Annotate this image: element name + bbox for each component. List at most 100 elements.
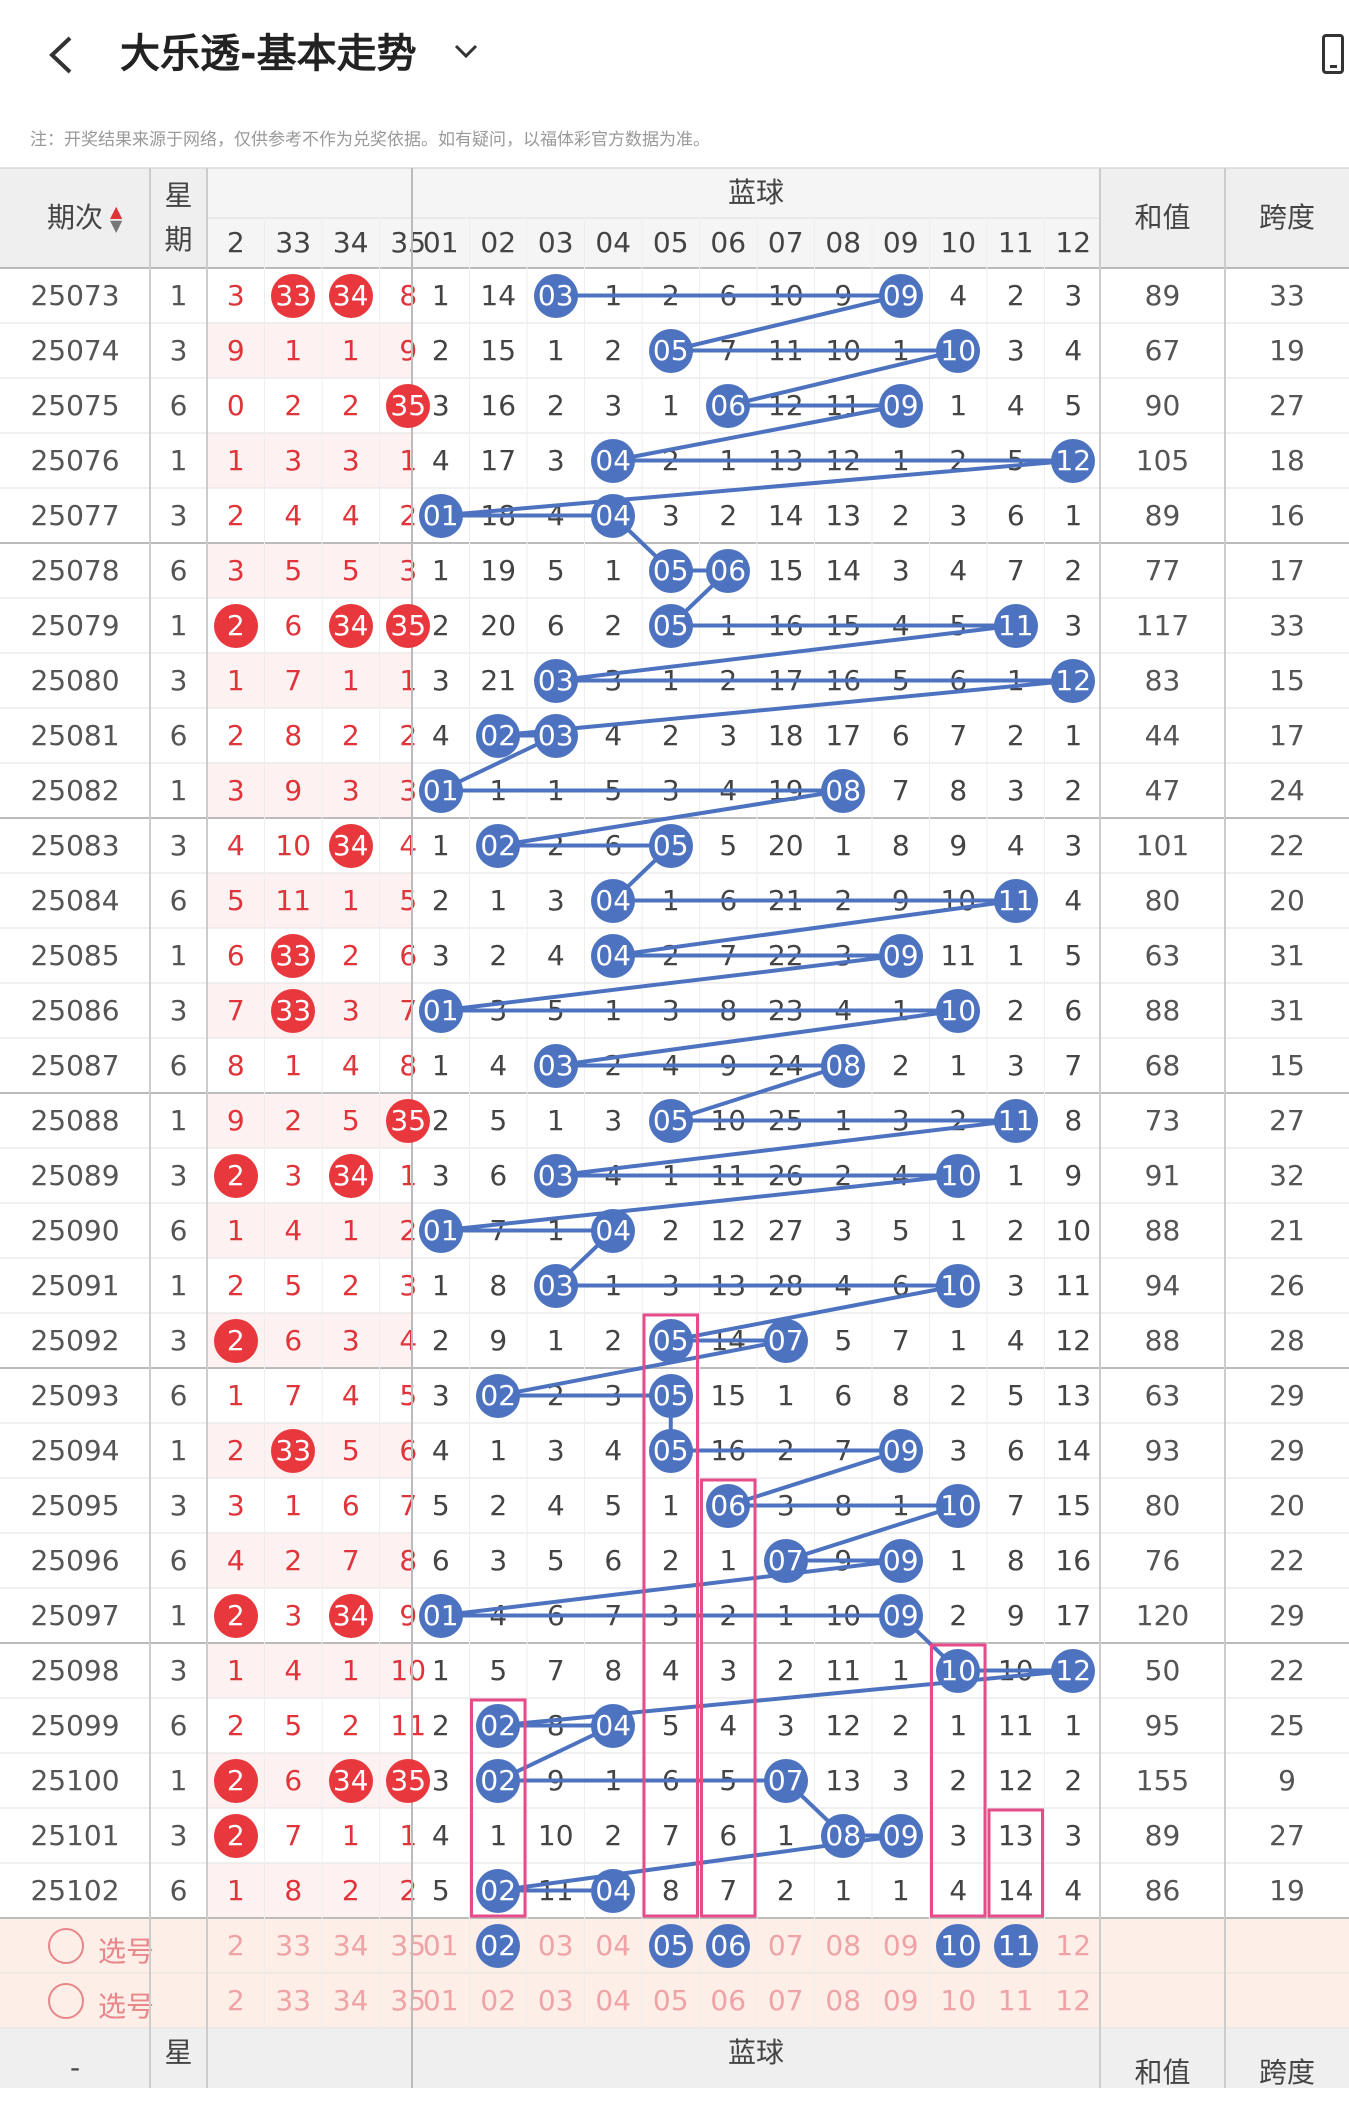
red-miss-cell: 4 [284, 1653, 303, 1687]
red-miss-cell: 0 [226, 388, 245, 422]
select-blue-option[interactable]: 01 [422, 1983, 459, 2017]
chevron-down-icon[interactable] [452, 36, 480, 66]
sort-icon[interactable]: ▼ [110, 216, 123, 235]
blue-miss-cell: 3 [891, 1763, 910, 1797]
sum-cell: 76 [1144, 1543, 1181, 1577]
span-cell: 21 [1269, 1213, 1305, 1247]
header-issue[interactable]: 期次 [46, 201, 103, 234]
blue-miss-cell: 3 [431, 1763, 450, 1797]
red-zebra-bg [207, 1533, 412, 1588]
select-blue-option[interactable]: 11 [997, 1983, 1034, 2017]
blue-miss-cell: 18 [767, 718, 804, 752]
blue-ball: 03 [533, 1153, 578, 1198]
select-radio[interactable] [48, 1983, 84, 2019]
blue-miss-cell: 3 [1064, 828, 1083, 862]
blue-miss-cell: 10 [1055, 1213, 1092, 1247]
blue-ball: 04 [591, 1868, 636, 1913]
blue-miss-cell: 14 [1055, 1433, 1092, 1467]
footer-header-issue: - [69, 2051, 81, 2084]
span-cell: 31 [1269, 938, 1305, 972]
select-blue-option[interactable]: 10 [940, 1983, 977, 2017]
sum-cell: 50 [1144, 1653, 1181, 1687]
select-red-option[interactable]: 34 [332, 1983, 369, 2017]
select-radio[interactable] [48, 1928, 84, 1964]
back-chevron-left-icon[interactable] [40, 30, 84, 80]
week-cell: 3 [169, 498, 188, 532]
select-red-option[interactable]: 33 [275, 1983, 312, 2017]
select-label[interactable]: 选号 [98, 1990, 155, 2023]
red-miss-cell: 11 [275, 883, 312, 917]
select-blue-option[interactable]: 12 [1055, 1983, 1092, 2017]
blue-miss-cell: 1 [949, 1213, 968, 1247]
blue-miss-cell: 19 [480, 553, 517, 587]
span-cell: 15 [1269, 663, 1305, 697]
blue-ball: 01 [418, 493, 463, 538]
blue-miss-cell: 3 [834, 1213, 853, 1247]
blue-miss-cell: 14 [997, 1873, 1034, 1907]
select-blue-option[interactable]: 04 [595, 1983, 632, 2017]
select-blue-option[interactable]: 09 [882, 1928, 919, 1962]
select-blue-picked[interactable]: 11 [993, 1923, 1038, 1968]
blue-ball: 04 [591, 878, 636, 923]
blue-miss-cell: 14 [480, 278, 517, 312]
issue-cell: 25073 [30, 278, 120, 312]
sum-cell: 88 [1144, 1323, 1181, 1357]
select-red-option[interactable]: 35 [390, 1983, 427, 2017]
red-miss-cell: 4 [341, 1378, 360, 1412]
blue-miss-cell: 2 [891, 1708, 910, 1742]
blue-miss-cell: 1 [604, 553, 623, 587]
select-blue-option[interactable]: 06 [710, 1983, 747, 2017]
blue-miss-cell: 21 [480, 663, 517, 697]
select-blue-option[interactable]: 08 [825, 1928, 862, 1962]
select-red-option[interactable]: 34 [332, 1928, 369, 1962]
select-blue-option[interactable]: 08 [825, 1983, 862, 2017]
phone-icon[interactable] [1322, 34, 1344, 74]
select-blue-option[interactable]: 03 [537, 1928, 574, 1962]
red-miss-cell: 9 [226, 333, 245, 367]
header-blue-col: 07 [767, 226, 804, 259]
select-blue-option[interactable]: 04 [595, 1928, 632, 1962]
sum-cell: 68 [1144, 1048, 1181, 1082]
select-blue-option[interactable]: 07 [767, 1983, 804, 2017]
blue-miss-cell: 2 [949, 1598, 968, 1632]
header-week-char: 期 [164, 223, 193, 256]
blue-miss-cell: 1 [431, 1048, 450, 1082]
select-blue-picked[interactable]: 06 [706, 1923, 751, 1968]
select-red-option[interactable]: 2 [226, 1983, 245, 2017]
blue-miss-cell: 5 [661, 1708, 680, 1742]
red-miss-cell: 3 [226, 553, 245, 587]
sum-cell: 67 [1144, 333, 1181, 367]
select-blue-picked[interactable]: 10 [936, 1923, 981, 1968]
issue-cell: 25099 [30, 1708, 120, 1742]
select-blue-option[interactable]: 07 [767, 1928, 804, 1962]
select-red-option[interactable]: 33 [275, 1928, 312, 1962]
select-blue-option[interactable]: 09 [882, 1983, 919, 2017]
issue-cell: 25087 [30, 1048, 120, 1082]
blue-miss-cell: 1 [661, 1488, 680, 1522]
blue-miss-cell: 7 [1006, 1488, 1025, 1522]
header-red-col: 2 [226, 226, 245, 259]
select-blue-option[interactable]: 02 [480, 1983, 517, 2017]
select-blue-option[interactable]: 03 [537, 1983, 574, 2017]
blue-ball: 09 [878, 1593, 923, 1638]
blue-miss-cell: 3 [604, 1103, 623, 1137]
select-blue-picked[interactable]: 02 [476, 1923, 521, 1968]
blue-miss-cell: 4 [431, 718, 450, 752]
select-blue-picked[interactable]: 05 [648, 1923, 693, 1968]
select-red-option[interactable]: 35 [390, 1928, 427, 1962]
blue-miss-cell: 7 [891, 1323, 910, 1357]
blue-miss-cell: 1 [489, 1433, 508, 1467]
blue-miss-cell: 3 [1006, 1268, 1025, 1302]
red-miss-cell: 10 [275, 828, 312, 862]
red-ball: 2 [213, 1813, 258, 1858]
red-zebra-bg [207, 433, 412, 488]
header-red-col: 33 [275, 226, 312, 259]
sort-icon[interactable]: ▲ [110, 202, 123, 221]
blue-miss-cell: 20 [767, 828, 804, 862]
select-blue-option[interactable]: 05 [652, 1983, 689, 2017]
select-blue-option[interactable]: 01 [422, 1928, 459, 1962]
blue-miss-cell: 1 [719, 1543, 738, 1577]
select-red-option[interactable]: 2 [226, 1928, 245, 1962]
select-label[interactable]: 选号 [98, 1935, 155, 1968]
select-blue-option[interactable]: 12 [1055, 1928, 1092, 1962]
